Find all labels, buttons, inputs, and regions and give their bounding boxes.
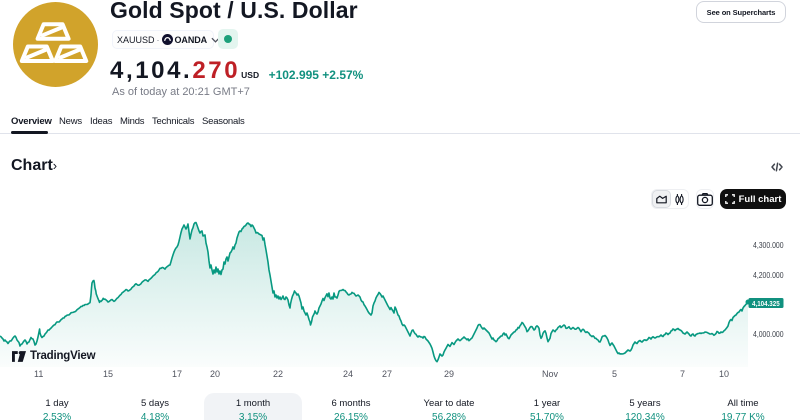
svg-text:4,300.000: 4,300.000 xyxy=(753,240,784,250)
svg-text:4,104.325: 4,104.325 xyxy=(752,300,780,308)
svg-text:4,000.000: 4,000.000 xyxy=(753,329,784,339)
svg-text:4,200.000: 4,200.000 xyxy=(753,270,784,280)
